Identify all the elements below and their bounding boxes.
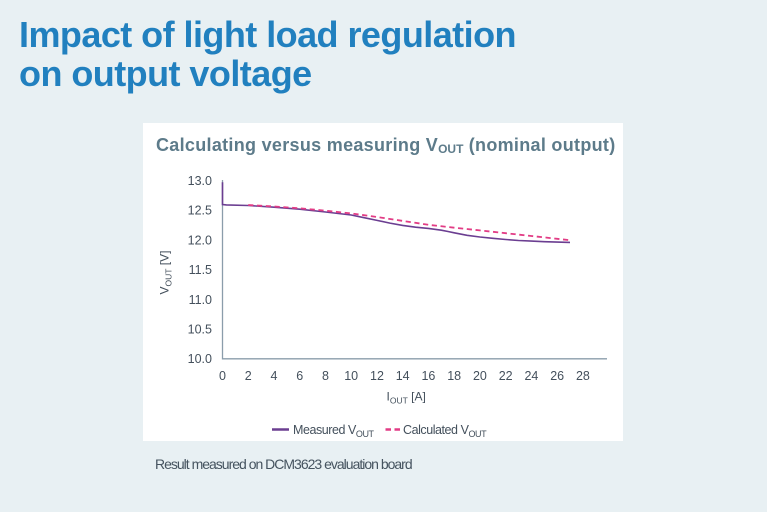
svg-text:8: 8 — [322, 369, 329, 383]
svg-text:10.0: 10.0 — [188, 352, 212, 366]
svg-text:16: 16 — [421, 369, 435, 383]
svg-text:11.5: 11.5 — [189, 263, 212, 277]
svg-text:10.5: 10.5 — [188, 323, 212, 337]
svg-text:12.0: 12.0 — [188, 233, 212, 247]
svg-text:6: 6 — [296, 369, 303, 383]
svg-text:28: 28 — [576, 369, 590, 383]
svg-text:0: 0 — [219, 369, 226, 383]
svg-text:26: 26 — [550, 369, 564, 383]
svg-text:14: 14 — [396, 369, 410, 383]
svg-text:18: 18 — [447, 369, 461, 383]
svg-text:2: 2 — [245, 369, 252, 383]
svg-text:VOUT [V]: VOUT [V] — [158, 251, 174, 295]
svg-text:20: 20 — [473, 369, 487, 383]
svg-text:22: 22 — [499, 369, 513, 383]
svg-text:Calculated VOUT: Calculated VOUT — [403, 423, 487, 439]
svg-text:12: 12 — [370, 369, 384, 383]
svg-text:4: 4 — [271, 369, 278, 383]
svg-text:13.0: 13.0 — [188, 174, 212, 188]
svg-text:IOUT [A]: IOUT [A] — [387, 390, 426, 406]
svg-text:11.0: 11.0 — [189, 293, 212, 307]
svg-text:Measured VOUT: Measured VOUT — [293, 423, 375, 439]
svg-text:12.5: 12.5 — [188, 204, 212, 218]
svg-text:24: 24 — [524, 369, 538, 383]
svg-text:10: 10 — [344, 369, 358, 383]
